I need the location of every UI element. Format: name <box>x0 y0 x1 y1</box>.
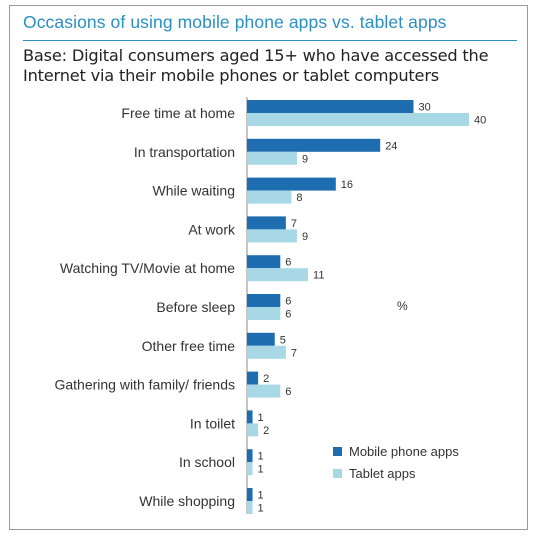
category-label: Gathering with family/ friends <box>54 377 235 393</box>
legend-swatch <box>333 469 342 478</box>
data-label: 6 <box>285 257 291 269</box>
data-label: 40 <box>474 115 486 127</box>
category-label: While shopping <box>139 493 235 509</box>
bar-tablet <box>247 307 281 320</box>
category-label: Before sleep <box>156 299 235 315</box>
data-label: 24 <box>385 140 397 152</box>
bar-tablet <box>247 113 469 126</box>
data-label: 1 <box>258 412 264 424</box>
data-label: 1 <box>258 451 264 463</box>
bar-mobile <box>247 488 253 501</box>
title-rule <box>23 40 517 41</box>
data-label: 8 <box>296 192 302 204</box>
bar-tablet <box>247 462 253 476</box>
bar-tablet <box>247 229 297 243</box>
bar-tablet <box>247 268 309 282</box>
unit-label: % <box>397 299 408 313</box>
bar-mobile <box>247 332 275 346</box>
category-label: At work <box>188 221 236 237</box>
bar-mobile <box>247 294 281 307</box>
data-label: 1 <box>258 490 264 502</box>
data-label: 1 <box>258 464 264 476</box>
data-label: 6 <box>285 296 291 308</box>
bar-tablet <box>247 345 286 359</box>
data-label: 6 <box>285 386 291 398</box>
data-label: 6 <box>285 309 291 321</box>
data-label: 5 <box>280 334 286 346</box>
legend-swatch <box>333 447 342 456</box>
bar-mobile <box>247 100 414 113</box>
data-label: 9 <box>302 231 308 243</box>
legend-label: Mobile phone apps <box>349 444 459 459</box>
data-label: 1 <box>258 503 264 515</box>
bar-tablet <box>247 501 253 514</box>
category-label: In transportation <box>134 144 235 160</box>
data-label: 2 <box>263 373 269 385</box>
bar-mobile <box>247 255 281 269</box>
bar-mobile <box>247 177 336 191</box>
data-label: 7 <box>291 347 297 359</box>
bar-tablet <box>247 151 297 165</box>
category-label: In school <box>179 454 235 470</box>
data-label: 2 <box>263 425 269 437</box>
bar-mobile <box>247 216 286 230</box>
data-label: 9 <box>302 153 308 165</box>
chart-subtitle: Base: Digital consumers aged 15+ who hav… <box>23 46 489 85</box>
bar-tablet <box>247 423 259 437</box>
bar-mobile <box>247 371 259 385</box>
bar-tablet <box>247 190 292 204</box>
bar-mobile <box>247 410 253 424</box>
chart-title: Occasions of using mobile phone apps vs.… <box>23 12 447 32</box>
data-label: 7 <box>291 218 297 230</box>
category-label: Other free time <box>142 338 236 354</box>
legend-label: Tablet apps <box>349 466 416 481</box>
category-label: Free time at home <box>121 105 235 121</box>
category-label: Watching TV/Movie at home <box>60 260 235 276</box>
data-label: 11 <box>313 270 324 282</box>
bar-tablet <box>247 384 281 398</box>
data-label: 30 <box>419 102 431 114</box>
category-label: In toilet <box>190 415 235 431</box>
category-label: While waiting <box>153 183 235 199</box>
bar-mobile <box>247 449 253 463</box>
data-label: 16 <box>341 179 353 191</box>
bar-mobile <box>247 138 381 152</box>
